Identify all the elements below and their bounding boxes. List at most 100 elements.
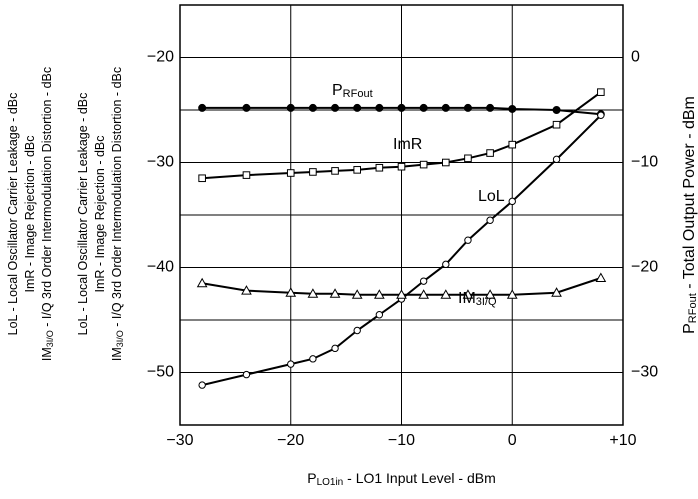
point xyxy=(508,104,517,113)
y-tick-label: −40 xyxy=(147,259,174,276)
point xyxy=(418,289,430,299)
y-axis-title-main: IM xyxy=(110,347,124,361)
point xyxy=(419,160,428,169)
point xyxy=(307,288,319,298)
point xyxy=(462,289,474,299)
y2-tick-label: 0 xyxy=(631,49,640,66)
point xyxy=(353,326,361,335)
y-axis-title-rest: - I/Q 3rd Order Intermodulation Distorti… xyxy=(110,67,124,330)
y2-tick-label: −10 xyxy=(631,154,658,171)
point xyxy=(196,277,208,288)
y2-tick-label: −20 xyxy=(631,259,658,276)
point xyxy=(597,88,605,96)
x-axis-title-main: P xyxy=(307,470,316,486)
point xyxy=(484,289,496,299)
series-label: LoL xyxy=(478,188,505,205)
y-axis-title: ImR - Image Rejection - dBc xyxy=(93,136,107,293)
x-tick-label: −30 xyxy=(166,432,193,449)
point xyxy=(331,344,339,353)
point xyxy=(353,103,362,112)
point xyxy=(329,288,341,298)
x-axis-title-rest: - LO1 Input Level - dBm xyxy=(343,470,496,486)
point xyxy=(506,289,518,299)
point xyxy=(508,140,517,149)
point xyxy=(331,167,339,175)
point xyxy=(552,155,561,164)
point xyxy=(551,287,562,297)
plot-frame xyxy=(179,4,624,426)
point xyxy=(309,168,317,176)
y-axis-title: ImR - Image Rejection - dBc xyxy=(23,136,37,293)
series-label-main: IM xyxy=(458,290,476,307)
point xyxy=(375,103,384,112)
point xyxy=(419,103,428,112)
series-label-sub: RFout xyxy=(343,88,373,100)
y-tick-label: −20 xyxy=(147,49,174,66)
y-axis-title-main: LoL - Local Oscillator Carrier Leakage -… xyxy=(76,93,90,336)
y-tick-label: −30 xyxy=(147,154,174,171)
point xyxy=(464,236,472,244)
y-tick-label: −50 xyxy=(147,364,174,381)
series-label-main: P xyxy=(332,82,343,99)
point xyxy=(397,103,406,112)
point xyxy=(464,154,472,163)
point xyxy=(442,260,450,269)
point xyxy=(442,158,450,167)
point xyxy=(331,103,340,112)
point xyxy=(397,162,406,171)
y-axis-title: LoL - Local Oscillator Carrier Leakage -… xyxy=(6,93,20,336)
series-label-main: LoL xyxy=(478,188,505,205)
point xyxy=(375,311,384,319)
y-axis-title: IM3I/O - I/Q 3rd Order Intermodulation D… xyxy=(110,67,125,361)
point xyxy=(508,197,516,206)
y-axis-title-rest: - I/Q 3rd Order Intermodulation Distorti… xyxy=(40,67,54,330)
x-axis-title-sub: LO1in xyxy=(317,477,344,488)
x-tick-label: −10 xyxy=(388,432,415,449)
point xyxy=(309,355,317,363)
series-label: PRFout xyxy=(332,82,373,100)
series-label: IM3I/Q xyxy=(458,290,497,308)
y-axis-title-main: IM xyxy=(40,347,54,361)
point xyxy=(595,272,607,282)
point xyxy=(486,216,494,224)
series-label-sub: 3I/Q xyxy=(476,296,497,308)
point xyxy=(308,103,317,112)
y2-axis-title-rest: - Total Output Power - dBm xyxy=(681,96,698,293)
point xyxy=(375,163,384,172)
y-axis-title: LoL - Local Oscillator Carrier Leakage -… xyxy=(76,93,90,336)
y-axis-title-main: ImR - Image Rejection - dBc xyxy=(93,136,107,293)
point xyxy=(440,289,452,299)
y2-tick-label: −30 xyxy=(631,364,658,381)
point xyxy=(351,289,363,299)
y2-axis-title-main: P xyxy=(681,323,698,334)
point xyxy=(198,103,207,112)
x-axis-title: PLO1in - LO1 Input Level - dBm xyxy=(307,470,496,488)
point xyxy=(242,370,251,379)
x-tick-label: 0 xyxy=(508,432,517,449)
y-axis-title-main: ImR - Image Rejection - dBc xyxy=(23,136,37,293)
point xyxy=(552,120,561,129)
point xyxy=(552,106,561,114)
y2-axis-title-sub: RFout xyxy=(687,293,698,323)
point xyxy=(597,111,605,119)
y-axis-title-sub: 3I/O xyxy=(115,330,125,347)
point xyxy=(441,103,450,112)
point xyxy=(198,174,206,183)
y-axis-title: IM3I/O - I/Q 3rd Order Intermodulation D… xyxy=(40,67,55,361)
point xyxy=(286,169,295,177)
series-label-main: ImR xyxy=(393,136,422,153)
point xyxy=(285,287,297,297)
y-axis-title-main: LoL - Local Oscillator Carrier Leakage -… xyxy=(6,93,20,336)
point xyxy=(463,103,472,112)
point xyxy=(286,103,295,112)
point xyxy=(198,381,206,389)
point xyxy=(287,360,295,368)
point xyxy=(242,171,251,179)
point xyxy=(396,289,407,299)
y-axis-title-sub: 3I/O xyxy=(45,330,55,347)
series-label: ImR xyxy=(393,136,422,153)
point xyxy=(373,289,385,299)
point xyxy=(241,285,252,295)
point xyxy=(419,277,428,285)
